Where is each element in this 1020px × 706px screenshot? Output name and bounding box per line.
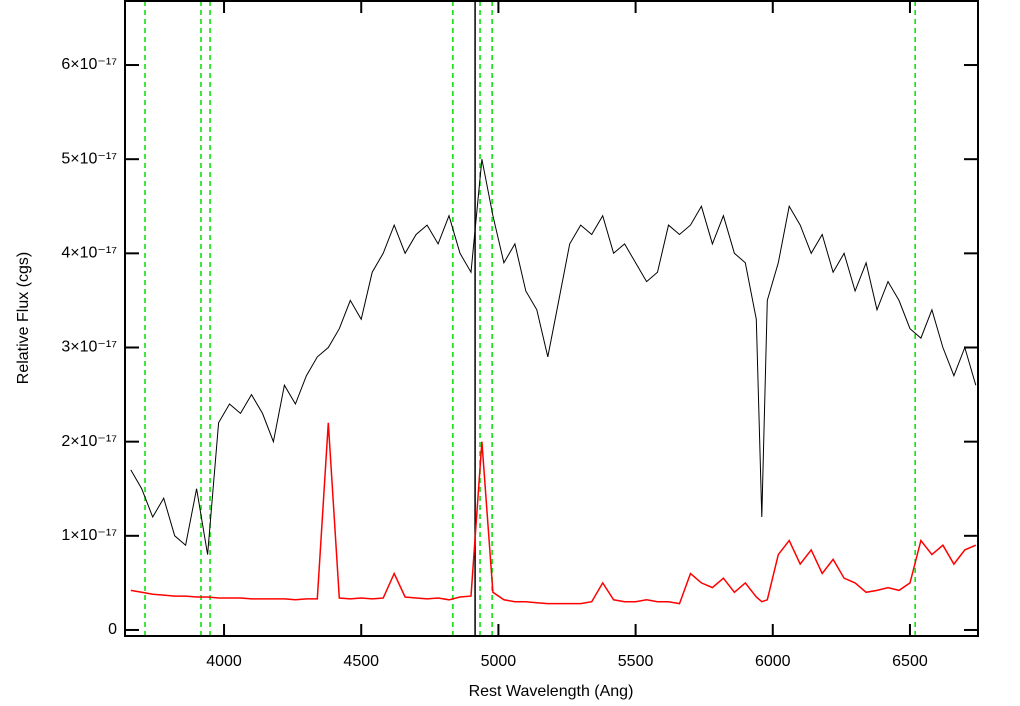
plot-frame bbox=[124, 0, 979, 637]
spectrum-line bbox=[130, 422, 977, 605]
x-tick-label: 6000 bbox=[755, 653, 791, 670]
x-tick-label: 5500 bbox=[618, 653, 654, 670]
x-tick-label: 4500 bbox=[343, 653, 379, 670]
y-tick-label: 5×10⁻¹⁷ bbox=[61, 150, 117, 167]
x-tick-label: 4000 bbox=[206, 653, 242, 670]
x-axis-label: Rest Wavelength (Ang) bbox=[469, 683, 634, 700]
x-tick-label: 5000 bbox=[481, 653, 517, 670]
x-tick-label: 6500 bbox=[892, 653, 928, 670]
spectrum-line bbox=[130, 159, 977, 555]
y-tick-label: 0 bbox=[108, 621, 117, 638]
y-tick-label: 2×10⁻¹⁷ bbox=[61, 433, 117, 450]
y-axis-label: Relative Flux (cgs) bbox=[15, 252, 32, 384]
y-tick-label: 3×10⁻¹⁷ bbox=[61, 339, 117, 356]
y-tick-label: 1×10⁻¹⁷ bbox=[61, 527, 117, 544]
y-tick-label: 4×10⁻¹⁷ bbox=[61, 245, 117, 262]
y-tick-label: 6×10⁻¹⁷ bbox=[61, 56, 117, 73]
